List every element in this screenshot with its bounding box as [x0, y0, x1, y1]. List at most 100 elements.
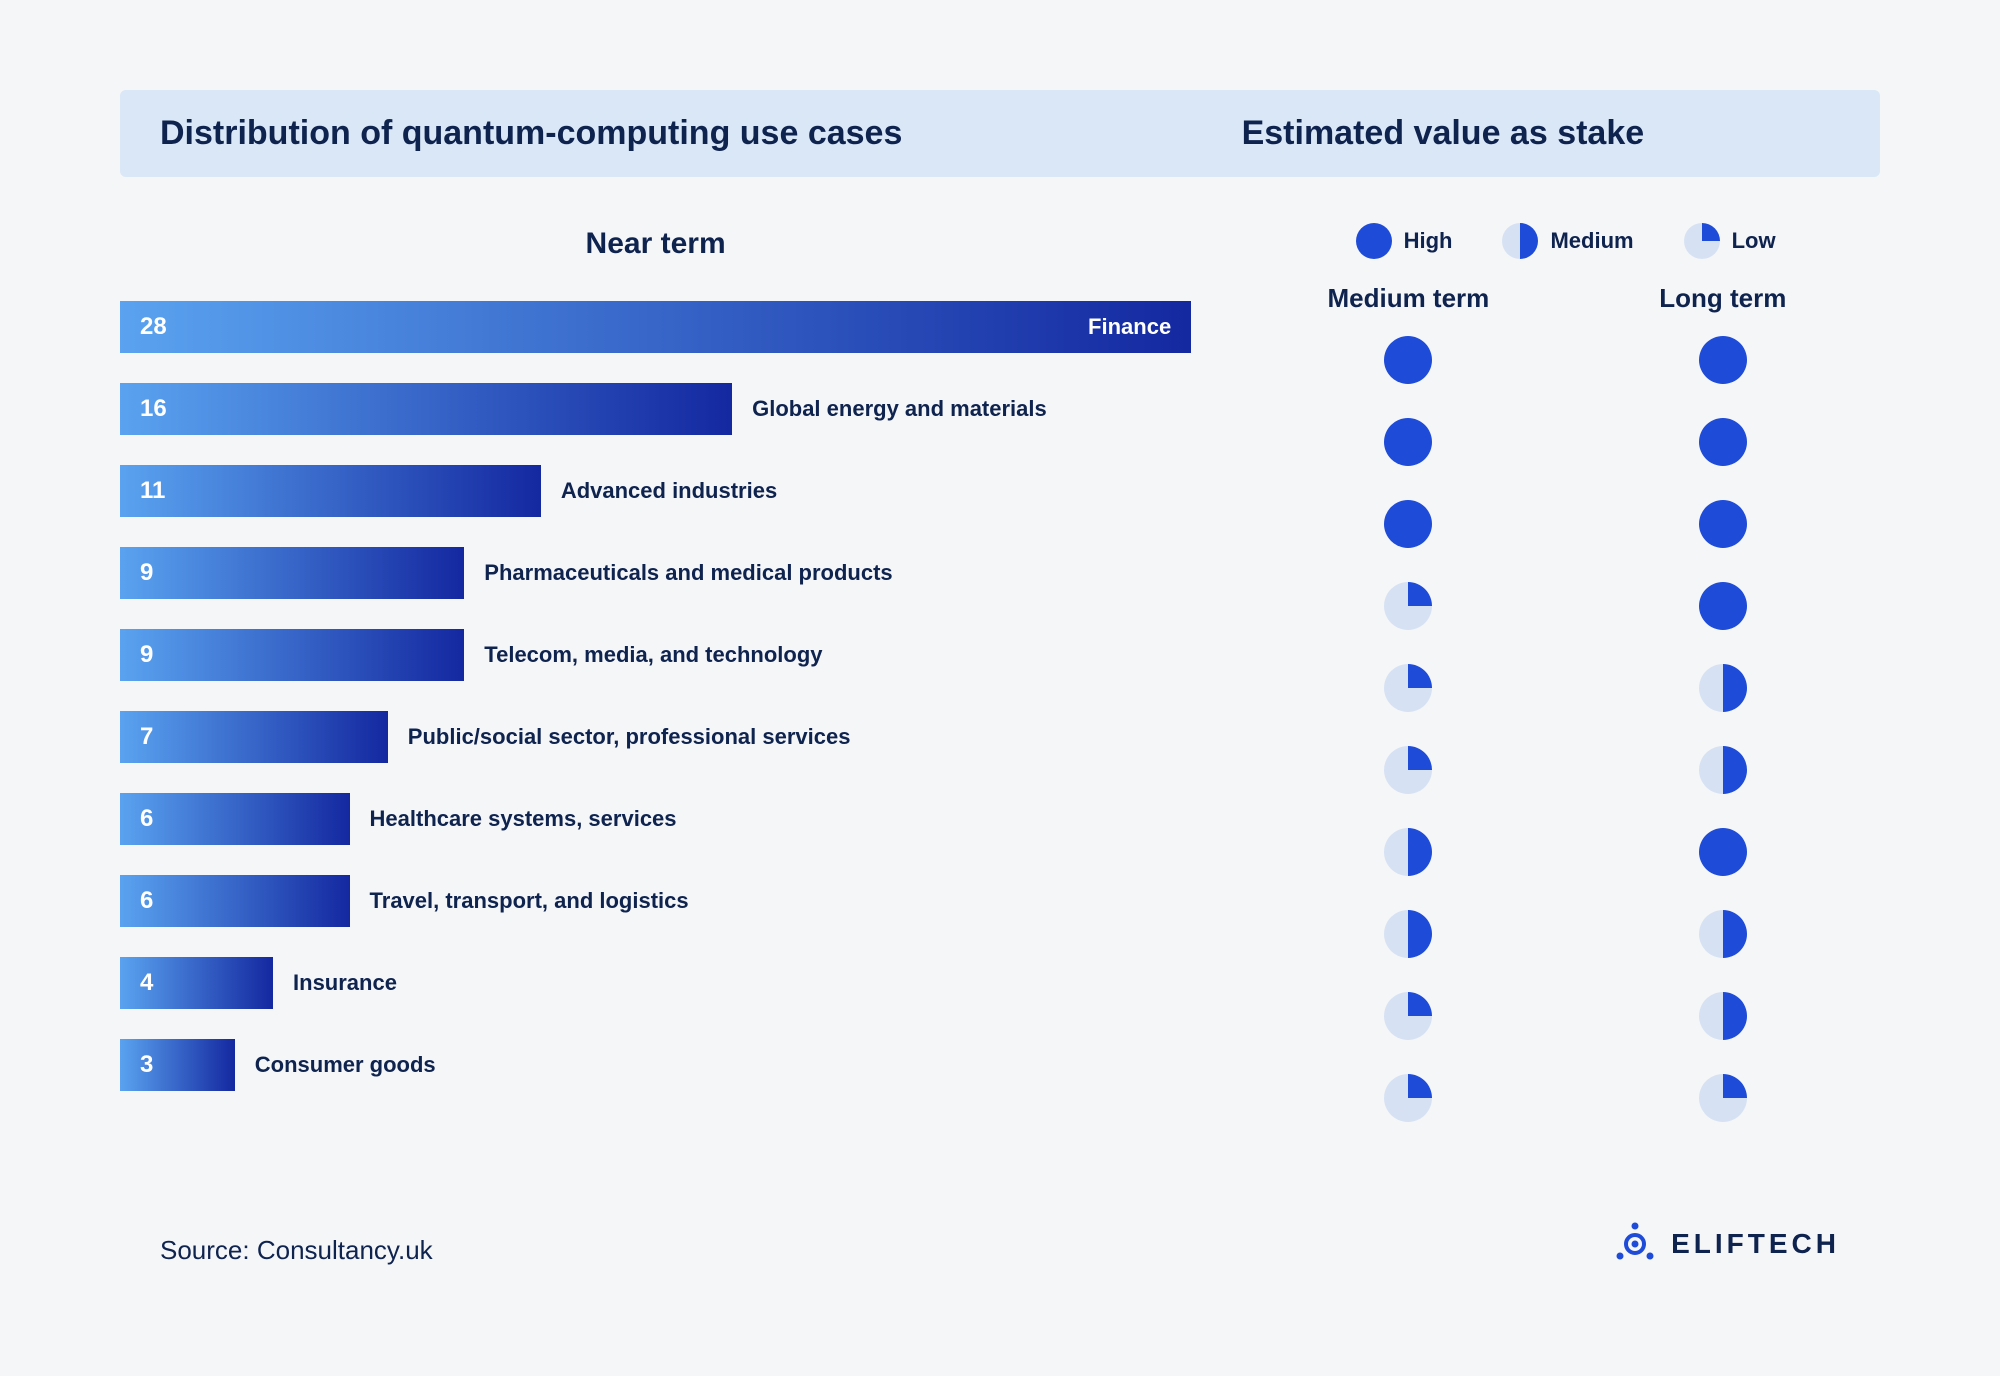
bar-label: Insurance — [273, 957, 397, 1009]
bar-label: Pharmaceuticals and medical products — [464, 547, 892, 599]
bar-label: Public/social sector, professional servi… — [388, 711, 851, 763]
bar-row: 28 Finance — [120, 301, 1191, 353]
matrix-cell — [1251, 910, 1565, 958]
matrix-cell — [1566, 500, 1880, 548]
matrix-row — [1251, 1072, 1880, 1124]
bar-row: Healthcare systems, services 6 — [120, 793, 1191, 845]
brand-logo-icon — [1613, 1222, 1657, 1266]
bar-label: Global energy and materials — [732, 383, 1047, 435]
matrix-cell — [1566, 746, 1880, 794]
matrix-cell — [1566, 828, 1880, 876]
value-pie-icon — [1699, 500, 1747, 548]
value-pie-icon — [1384, 664, 1432, 712]
value-pie-icon — [1384, 582, 1432, 630]
matrix-row — [1251, 908, 1880, 960]
legend-medium-label: Medium — [1550, 228, 1633, 254]
matrix-row — [1251, 990, 1880, 1042]
bar-label: Consumer goods — [235, 1039, 436, 1091]
matrix-row — [1251, 580, 1880, 632]
bar-row: Travel, transport, and logistics6 — [120, 875, 1191, 927]
legend-low-label: Low — [1732, 228, 1776, 254]
matrix-row — [1251, 662, 1880, 714]
value-pie-icon — [1699, 992, 1747, 1040]
matrix-cell — [1251, 336, 1565, 384]
matrix-cell — [1566, 664, 1880, 712]
bar-chart: Near term 28 Finance Global energy and mat… — [120, 217, 1211, 1154]
legend-medium: Medium — [1502, 223, 1633, 259]
bar: 6 — [120, 875, 350, 927]
matrix-cell — [1251, 992, 1565, 1040]
matrix-cell — [1566, 582, 1880, 630]
matrix-row — [1251, 498, 1880, 550]
matrix-cell — [1566, 1074, 1880, 1122]
value-pie-icon — [1699, 910, 1747, 958]
value-pie-icon — [1384, 1074, 1432, 1122]
value-pie-icon — [1384, 500, 1432, 548]
matrix-cell — [1251, 418, 1565, 466]
matrix-cell — [1251, 582, 1565, 630]
value-pie-icon — [1699, 582, 1747, 630]
matrix-row — [1251, 334, 1880, 386]
title-left: Distribution of quantum-computing use ca… — [160, 114, 1202, 153]
bar-value: 9 — [140, 559, 153, 587]
bar-value: 28 — [140, 313, 167, 341]
bar-value: 11 — [140, 477, 165, 505]
value-pie-icon — [1384, 418, 1432, 466]
legend-high: High — [1356, 223, 1453, 259]
value-pie-icon — [1699, 746, 1747, 794]
bar-label: Healthcare systems, services — [350, 793, 677, 845]
matrix-cell — [1251, 828, 1565, 876]
legend: High Medium Low — [1251, 223, 1880, 259]
matrix-row — [1251, 744, 1880, 796]
source-name: Consultancy.uk — [257, 1235, 433, 1265]
value-matrix: High Medium Low Medium term Long term — [1211, 217, 1880, 1154]
legend-medium-icon — [1502, 223, 1538, 259]
matrix-cell — [1566, 910, 1880, 958]
bar: 9 — [120, 547, 464, 599]
bar-value: 9 — [140, 641, 153, 669]
bar: 6 — [120, 793, 350, 845]
value-pie-icon — [1699, 418, 1747, 466]
legend-high-icon — [1356, 223, 1392, 259]
bar-value: 16 — [140, 395, 167, 423]
matrix-row — [1251, 826, 1880, 878]
legend-low: Low — [1684, 223, 1776, 259]
matrix-column-headers: Medium term Long term — [1251, 283, 1880, 314]
value-pie-icon — [1699, 336, 1747, 384]
col-header-long-term: Long term — [1566, 283, 1880, 314]
value-pie-icon — [1384, 336, 1432, 384]
value-pie-icon — [1699, 828, 1747, 876]
matrix-row — [1251, 416, 1880, 468]
infographic-card: Distribution of quantum-computing use ca… — [60, 60, 1940, 1316]
value-pie-icon — [1384, 746, 1432, 794]
brand-logo: ELIFTECH — [1613, 1222, 1840, 1266]
matrix-cell — [1251, 746, 1565, 794]
matrix-cell — [1251, 664, 1565, 712]
bar-row: Advanced industries 11 — [120, 465, 1191, 517]
source-prefix: Source: — [160, 1235, 250, 1265]
bar-value: 6 — [140, 805, 153, 833]
value-pie-icon — [1699, 664, 1747, 712]
value-pie-icon — [1699, 1074, 1747, 1122]
matrix-cell — [1566, 418, 1880, 466]
bar-value: 6 — [140, 887, 153, 915]
bar: 3 — [120, 1039, 235, 1091]
title-right: Estimated value as stake — [1202, 114, 1840, 153]
bar-value: 7 — [140, 723, 153, 751]
col-header-medium-term: Medium term — [1251, 283, 1565, 314]
bar: 11 — [120, 465, 541, 517]
legend-high-label: High — [1404, 228, 1453, 254]
bar-chart-subtitle: Near term — [120, 227, 1191, 261]
value-pie-icon — [1384, 828, 1432, 876]
bar-label: Finance — [1088, 314, 1171, 340]
bar: 9 — [120, 629, 464, 681]
bar-row: Consumer goods 3 — [120, 1039, 1191, 1091]
bar-label: Advanced industries — [541, 465, 777, 517]
matrix-cell — [1251, 1074, 1565, 1122]
value-pie-icon — [1384, 992, 1432, 1040]
matrix-cell — [1566, 992, 1880, 1040]
bar-value: 3 — [140, 1051, 153, 1079]
legend-low-icon — [1684, 223, 1720, 259]
bar-row: Pharmaceuticals and medical products 9 — [120, 547, 1191, 599]
bar-row: Public/social sector, professional servi… — [120, 711, 1191, 763]
